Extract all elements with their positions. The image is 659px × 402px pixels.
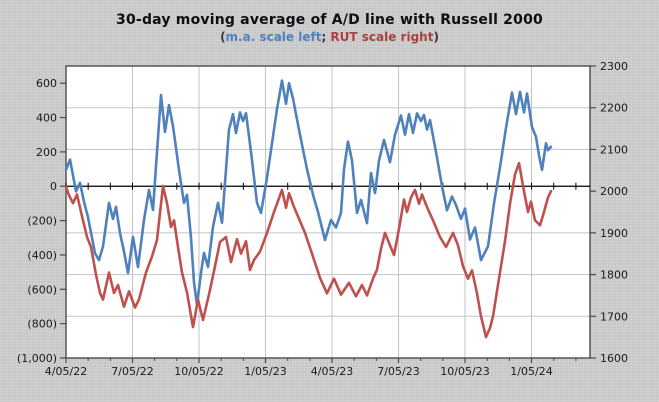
subtitle-left-series-label: m.a. scale left (225, 30, 322, 44)
left-axis-label: (1,000) (17, 352, 57, 365)
right-axis-label: 1800 (600, 269, 628, 282)
left-axis-label: 200 (36, 146, 57, 159)
x-axis-label: 10/05/23 (440, 365, 489, 378)
x-axis-label: 7/05/22 (111, 365, 153, 378)
left-axis-label: (400) (27, 249, 57, 262)
right-axis-label: 1600 (600, 352, 628, 365)
subtitle-close-paren: ) (433, 30, 439, 44)
x-axis-label: 10/05/22 (174, 365, 223, 378)
left-axis-label: (600) (27, 283, 57, 296)
x-axis-label: 1/05/23 (244, 365, 286, 378)
left-axis-label: (200) (27, 215, 57, 228)
subtitle-right-series-label: RUT scale right (330, 30, 434, 44)
right-axis-label: 1900 (600, 227, 628, 240)
subtitle-open-paren: ( (220, 30, 226, 44)
series-line-rut (64, 161, 553, 339)
left-axis-label: 0 (50, 180, 57, 193)
left-axis-label: (800) (27, 318, 57, 331)
right-axis-label: 1700 (600, 310, 628, 323)
plot-border (65, 65, 591, 359)
subtitle-separator: ; (321, 30, 331, 44)
x-axis-label: 4/05/22 (45, 365, 87, 378)
left-axis-label: 600 (36, 77, 57, 90)
right-axis-label: 2100 (600, 143, 628, 156)
right-axis-label: 2300 (600, 60, 628, 73)
right-axis-label: 2000 (600, 185, 628, 198)
x-axis-label: 7/05/23 (377, 365, 419, 378)
right-axis-label: 2200 (600, 102, 628, 115)
chart-title: 30-day moving average of A/D line with R… (116, 12, 543, 28)
chart-subtitle: (m.a. scale left; RUT scale right) (0, 30, 659, 44)
x-axis-label: 1/05/24 (510, 365, 552, 378)
x-axis-label: 4/05/23 (311, 365, 353, 378)
series-line-ad-ma (64, 79, 553, 307)
plot-background (66, 66, 590, 358)
left-axis-label: 400 (36, 112, 57, 125)
